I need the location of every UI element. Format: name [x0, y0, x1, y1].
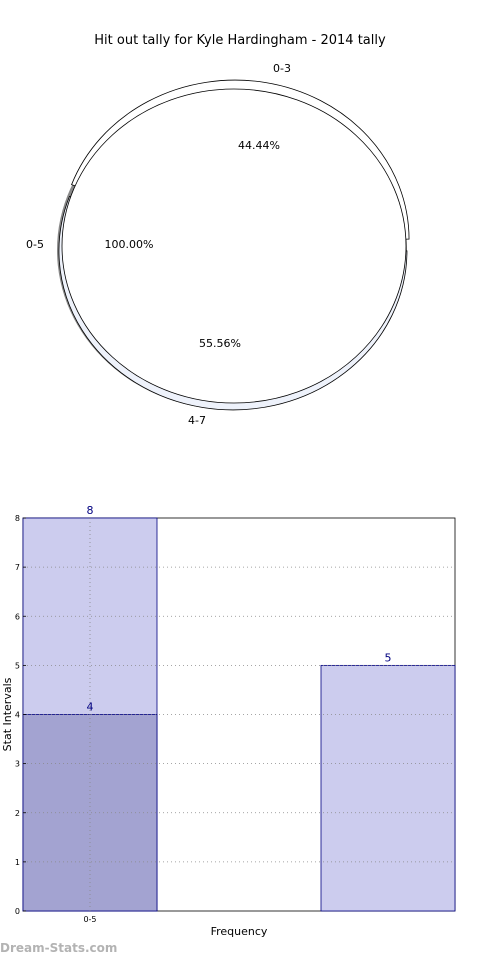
pie-chart: 0-3 44.44% 4-7 55.56% 0-5 100.00% — [26, 62, 410, 427]
pie-label-0-3: 0-3 — [273, 62, 291, 75]
pie-label-0-5: 0-5 — [26, 238, 44, 251]
y-tick-label-5: 5 — [15, 661, 20, 670]
y-axis-label: Stat Intervals — [1, 677, 14, 751]
x-axis-label: Frequency — [211, 925, 268, 938]
pie-title: Hit out tally for Kyle Hardingham - 2014… — [94, 33, 386, 48]
pie-pct-4-7: 55.56% — [199, 337, 241, 350]
y-tick-label-0: 0 — [15, 907, 20, 916]
x-tick-label-0-5: 0-5 — [83, 915, 96, 924]
bar-chart: 0 1 2 3 4 5 6 7 8 0-5 8 4 5 Frequency Stat Intervals — [1, 504, 456, 938]
y-tick-label-8: 8 — [15, 514, 20, 523]
bar-value-label-4: 4 — [87, 701, 94, 714]
y-tick-label-2: 2 — [15, 809, 20, 818]
y-tick-label-6: 6 — [15, 612, 20, 621]
bar-value-label-5: 5 — [385, 651, 392, 664]
y-tick-label-1: 1 — [15, 858, 20, 867]
y-tick-label-3: 3 — [15, 760, 20, 769]
pie-label-4-7: 4-7 — [188, 414, 206, 427]
y-tick-label-4: 4 — [15, 711, 20, 720]
pie-pct-0-3: 44.44% — [238, 139, 280, 152]
bar-2-5 — [320, 664, 456, 912]
bar-value-label-8: 8 — [87, 504, 94, 517]
chart-canvas: Hit out tally for Kyle Hardingham - 2014… — [1, 33, 456, 938]
watermark[interactable]: Dream-Stats.com — [0, 941, 118, 955]
y-tick-label-7: 7 — [15, 563, 20, 572]
pie-pct-0-5: 100.00% — [105, 238, 154, 251]
pie-slice-0-5 — [61, 88, 407, 404]
